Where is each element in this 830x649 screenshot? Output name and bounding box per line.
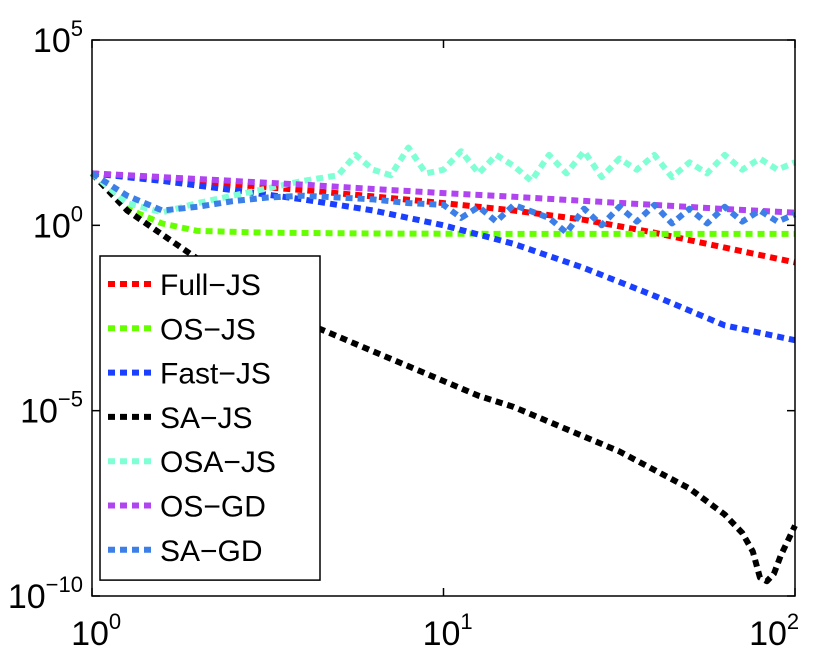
- y-tick-label-3: 10−10: [8, 572, 83, 616]
- legend-label-7: SA−GD: [160, 535, 263, 568]
- x-tick-label-1: 101: [423, 609, 473, 649]
- series-layer: [89, 144, 798, 585]
- x-tick-label-0: 100: [71, 609, 121, 649]
- legend-label-5: OSA−JS: [160, 446, 276, 479]
- series-line-2: [89, 171, 795, 237]
- series-line-3: [91, 170, 796, 344]
- legend-label-1: Full−JS: [160, 269, 261, 302]
- y-tick-label-2: 10−5: [20, 387, 83, 431]
- legend-label-2: OS−JS: [160, 313, 256, 346]
- x-tick-label-2: 102: [749, 609, 799, 649]
- tick-layer: [91, 39, 796, 597]
- series-line-7: [90, 170, 797, 236]
- legend-label-3: Fast−JS: [160, 358, 271, 391]
- y-tick-label-0: 105: [33, 16, 83, 60]
- legend-label-6: OS−GD: [160, 491, 266, 524]
- y-tick-labels: 105 100 10−5 10−10: [8, 16, 83, 616]
- legend-label-4: SA−JS: [160, 402, 253, 435]
- series-line-6: [91, 170, 796, 216]
- x-tick-labels: 100 101 102: [71, 609, 799, 649]
- y-tick-label-1: 100: [33, 201, 83, 245]
- legend: Full−JS OS−JS Fast−JS SA−JS OSA−JS OS−GD SA−GD: [99, 255, 321, 581]
